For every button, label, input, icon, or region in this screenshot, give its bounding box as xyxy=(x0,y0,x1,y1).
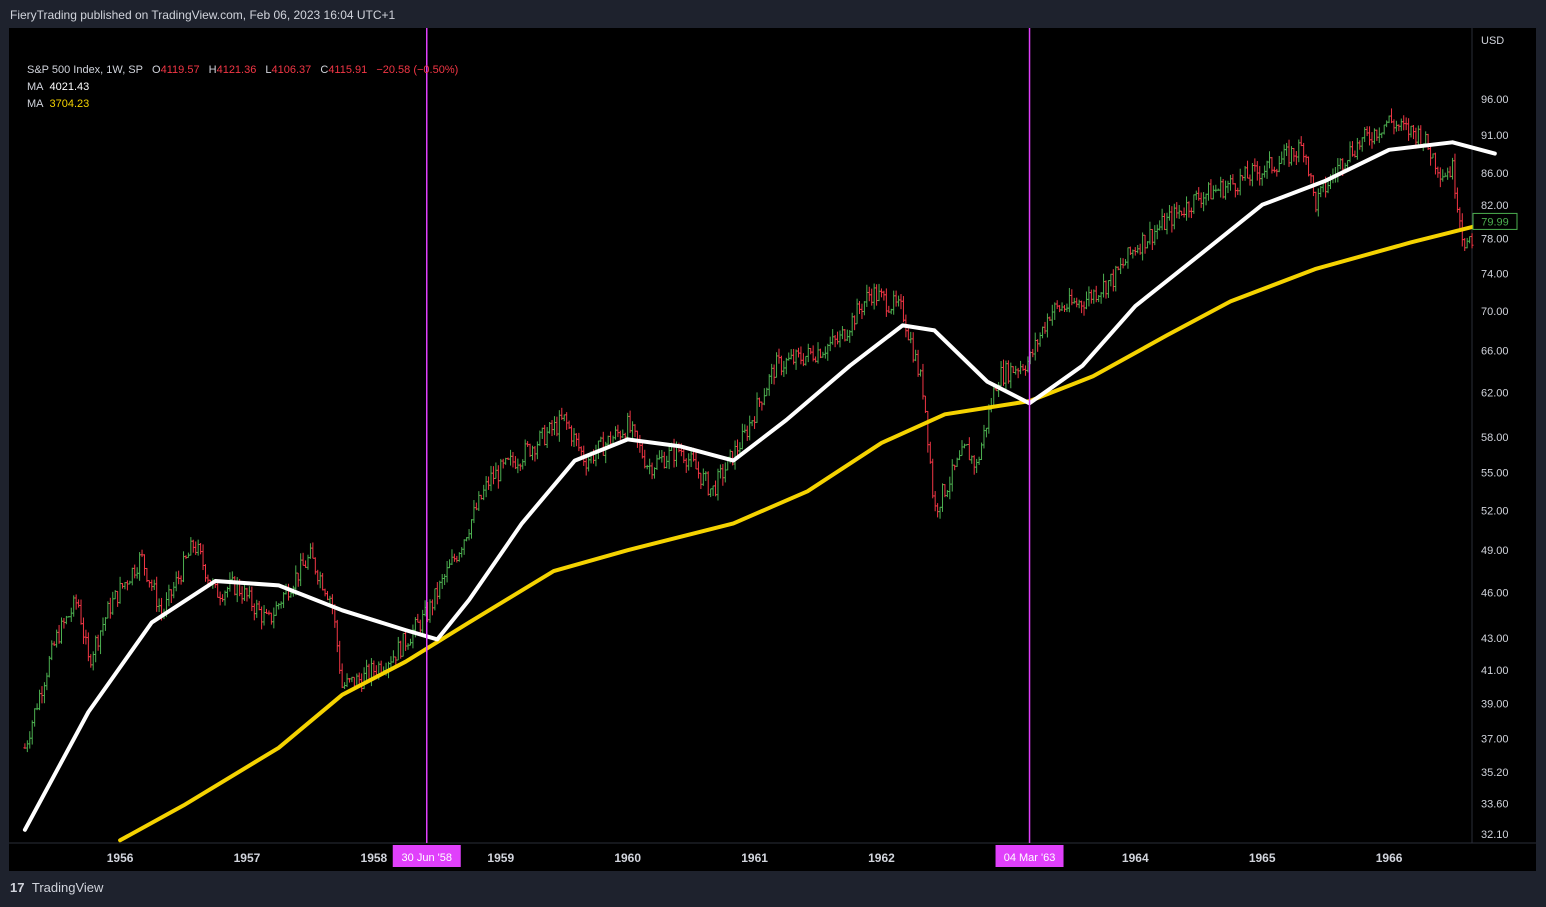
footer-brand[interactable]: 17 TradingView xyxy=(10,880,103,895)
ma2-line xyxy=(118,219,1497,843)
x-tick-label: 1962 xyxy=(868,851,895,865)
legend-high-value: 4121.36 xyxy=(216,64,257,76)
legend-ma2-value: 3704.23 xyxy=(49,98,90,110)
y-tick-label: 35.20 xyxy=(1481,767,1509,779)
x-tick-label: 1964 xyxy=(1122,851,1149,865)
legend-ma1-value: 4021.43 xyxy=(49,81,90,93)
y-tick-label: 39.00 xyxy=(1481,698,1509,710)
x-tick-label: 1960 xyxy=(614,851,641,865)
x-tick-label: 1959 xyxy=(487,851,514,865)
y-tick-label: 41.00 xyxy=(1481,665,1509,677)
marker-date-tag xyxy=(392,845,461,867)
marker-date-label: 30 Jun '58 xyxy=(402,852,452,864)
y-tick-label: 78.00 xyxy=(1481,233,1509,245)
y-tick-label: 46.00 xyxy=(1481,588,1509,600)
legend-ma1-row: MA 4021.43 xyxy=(27,79,458,96)
legend-close-value: 4115.91 xyxy=(328,64,368,76)
y-tick-label: 37.00 xyxy=(1481,734,1509,746)
legend-change: −20.58 (−0.50%) xyxy=(376,64,459,76)
legend-ma2-row: MA 3704.23 xyxy=(27,96,458,113)
x-tick-label: 1958 xyxy=(361,851,388,865)
price-bars xyxy=(23,108,1474,753)
ohlc-bar xyxy=(1470,233,1474,249)
legend-ma2-label[interactable]: MA xyxy=(27,98,44,110)
y-tick-label: 82.00 xyxy=(1481,200,1509,212)
legend-low-value: 4106.37 xyxy=(271,64,312,76)
legend-open-value: 4119.57 xyxy=(160,64,200,76)
y-tick-label: 91.00 xyxy=(1481,130,1509,142)
legend-low-label: L xyxy=(265,64,272,76)
legend-ohlc-row: S&P 500 Index, 1W, SP O4119.57 H4121.36 … xyxy=(27,62,458,79)
y-tick-label: 52.00 xyxy=(1481,505,1509,517)
x-tick-label: 1961 xyxy=(741,851,768,865)
marker-date-label: 04 Mar '63 xyxy=(1004,852,1056,864)
legend-high-label: H xyxy=(208,64,217,76)
legend-symbol[interactable]: S&P 500 Index, 1W, SP xyxy=(27,64,143,76)
chart-svg[interactable]: USD 96.00 91.00 86.00 82.00 78.00 74.00 70.00 66… xyxy=(9,28,1536,871)
y-tick-label: 74.00 xyxy=(1481,269,1509,281)
x-tick-label: 1966 xyxy=(1376,851,1403,865)
chart-legend: S&P 500 Index, 1W, SP O4119.57 H4121.36 … xyxy=(27,62,458,113)
y-tick-label: 96.00 xyxy=(1481,94,1509,106)
x-tick-label: 1957 xyxy=(234,851,261,865)
x-tick-label: 1965 xyxy=(1249,851,1276,865)
tradingview-logo-icon: 17 xyxy=(10,880,25,895)
y-tick-label: 70.00 xyxy=(1481,306,1509,318)
legend-close-label: C xyxy=(320,64,329,76)
y-tick-label: 33.60 xyxy=(1481,798,1509,810)
y-tick-label: 32.10 xyxy=(1481,829,1509,841)
x-tick-label: 1956 xyxy=(107,851,134,865)
currency-label: USD xyxy=(1481,35,1504,47)
footer-brand-name: TradingView xyxy=(31,880,104,895)
y-tick-label: 62.00 xyxy=(1481,387,1509,399)
ma1-line xyxy=(22,140,1497,832)
y-tick-label: 58.00 xyxy=(1481,432,1509,444)
chart-area[interactable]: USD 96.00 91.00 86.00 82.00 78.00 74.00 70.00 66… xyxy=(9,28,1536,871)
last-price-tag xyxy=(1472,212,1518,230)
legend-ma1-label[interactable]: MA xyxy=(27,81,44,93)
marker-date-tag xyxy=(995,845,1064,867)
y-tick-label: 55.00 xyxy=(1481,468,1509,480)
y-tick-label: 49.00 xyxy=(1481,545,1509,557)
last-price-label: 79.99 xyxy=(1481,216,1509,228)
y-tick-label: 43.00 xyxy=(1481,633,1509,645)
y-tick-label: 66.00 xyxy=(1481,345,1509,357)
publisher-bar: FieryTrading published on TradingView.co… xyxy=(0,0,1546,28)
y-tick-label: 86.00 xyxy=(1481,168,1509,180)
plot-background xyxy=(9,28,1472,843)
legend-open-label: O xyxy=(152,64,161,76)
publisher-line: FieryTrading published on TradingView.co… xyxy=(10,8,396,22)
